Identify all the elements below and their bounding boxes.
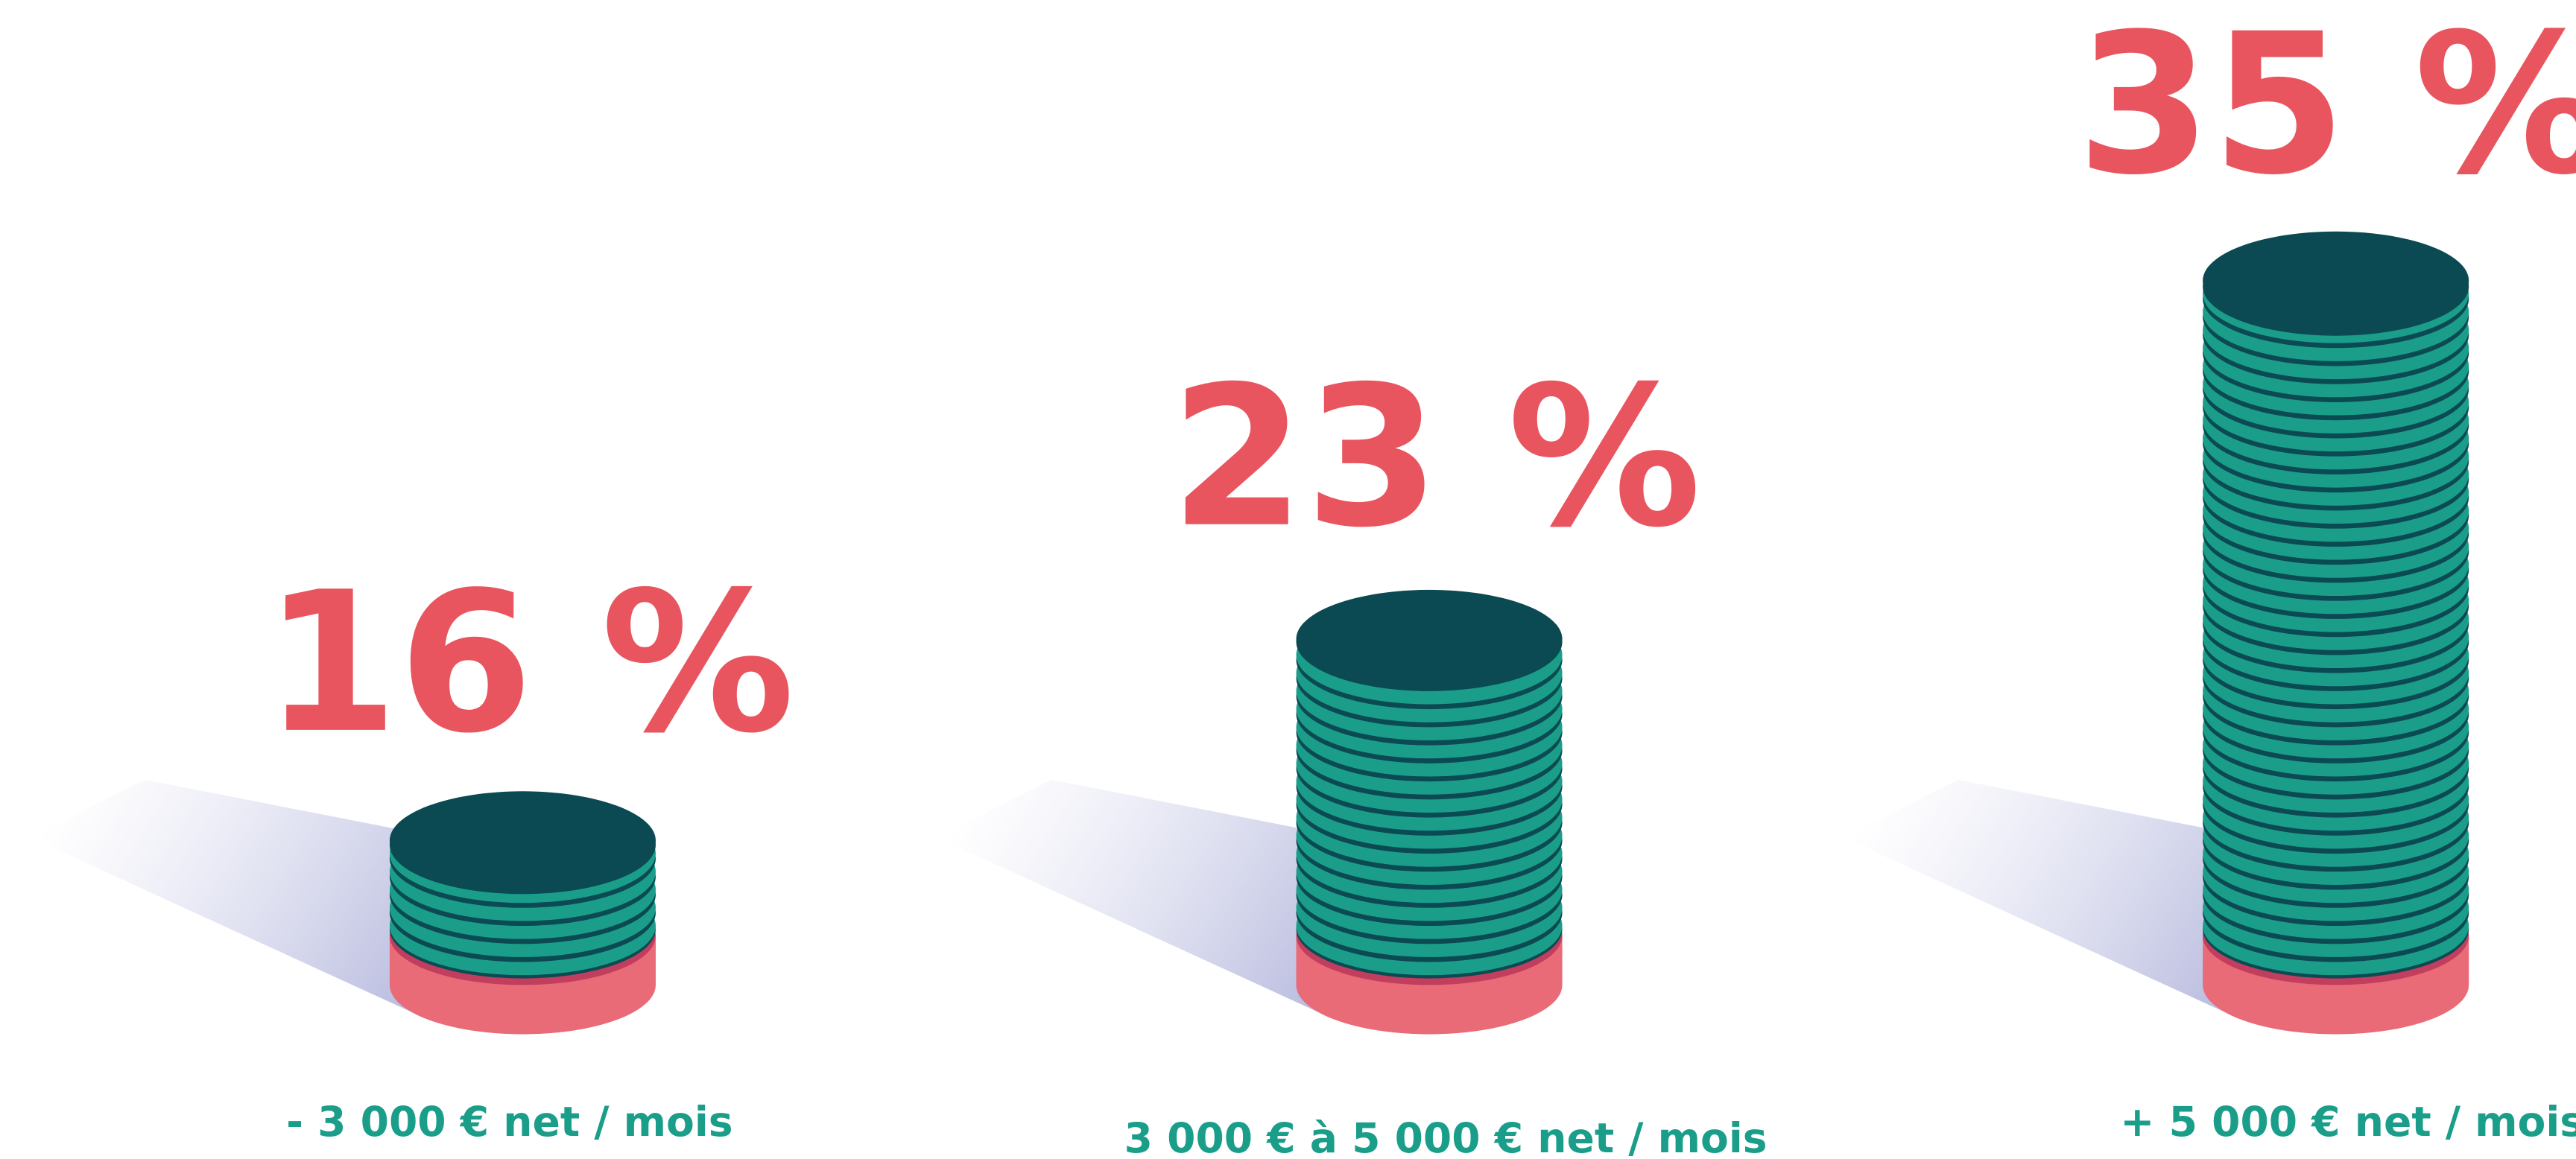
coin-stack bbox=[1296, 589, 1563, 1035]
category-label: - 3 000 € net / mois bbox=[286, 1098, 732, 1146]
coin-top bbox=[2203, 237, 2469, 336]
category-label: + 5 000 € net / mois bbox=[2120, 1098, 2576, 1146]
coin-top bbox=[389, 796, 656, 895]
category-label: 3 000 € à 5 000 € net / mois bbox=[1124, 1114, 1768, 1159]
coin-top bbox=[1296, 589, 1563, 689]
value-label: 35 % bbox=[2077, 0, 2576, 217]
value-label: 23 % bbox=[1170, 346, 1701, 571]
value-label: 16 % bbox=[264, 551, 795, 776]
coin-stack bbox=[2203, 231, 2469, 1035]
coin-stack bbox=[389, 791, 656, 1035]
